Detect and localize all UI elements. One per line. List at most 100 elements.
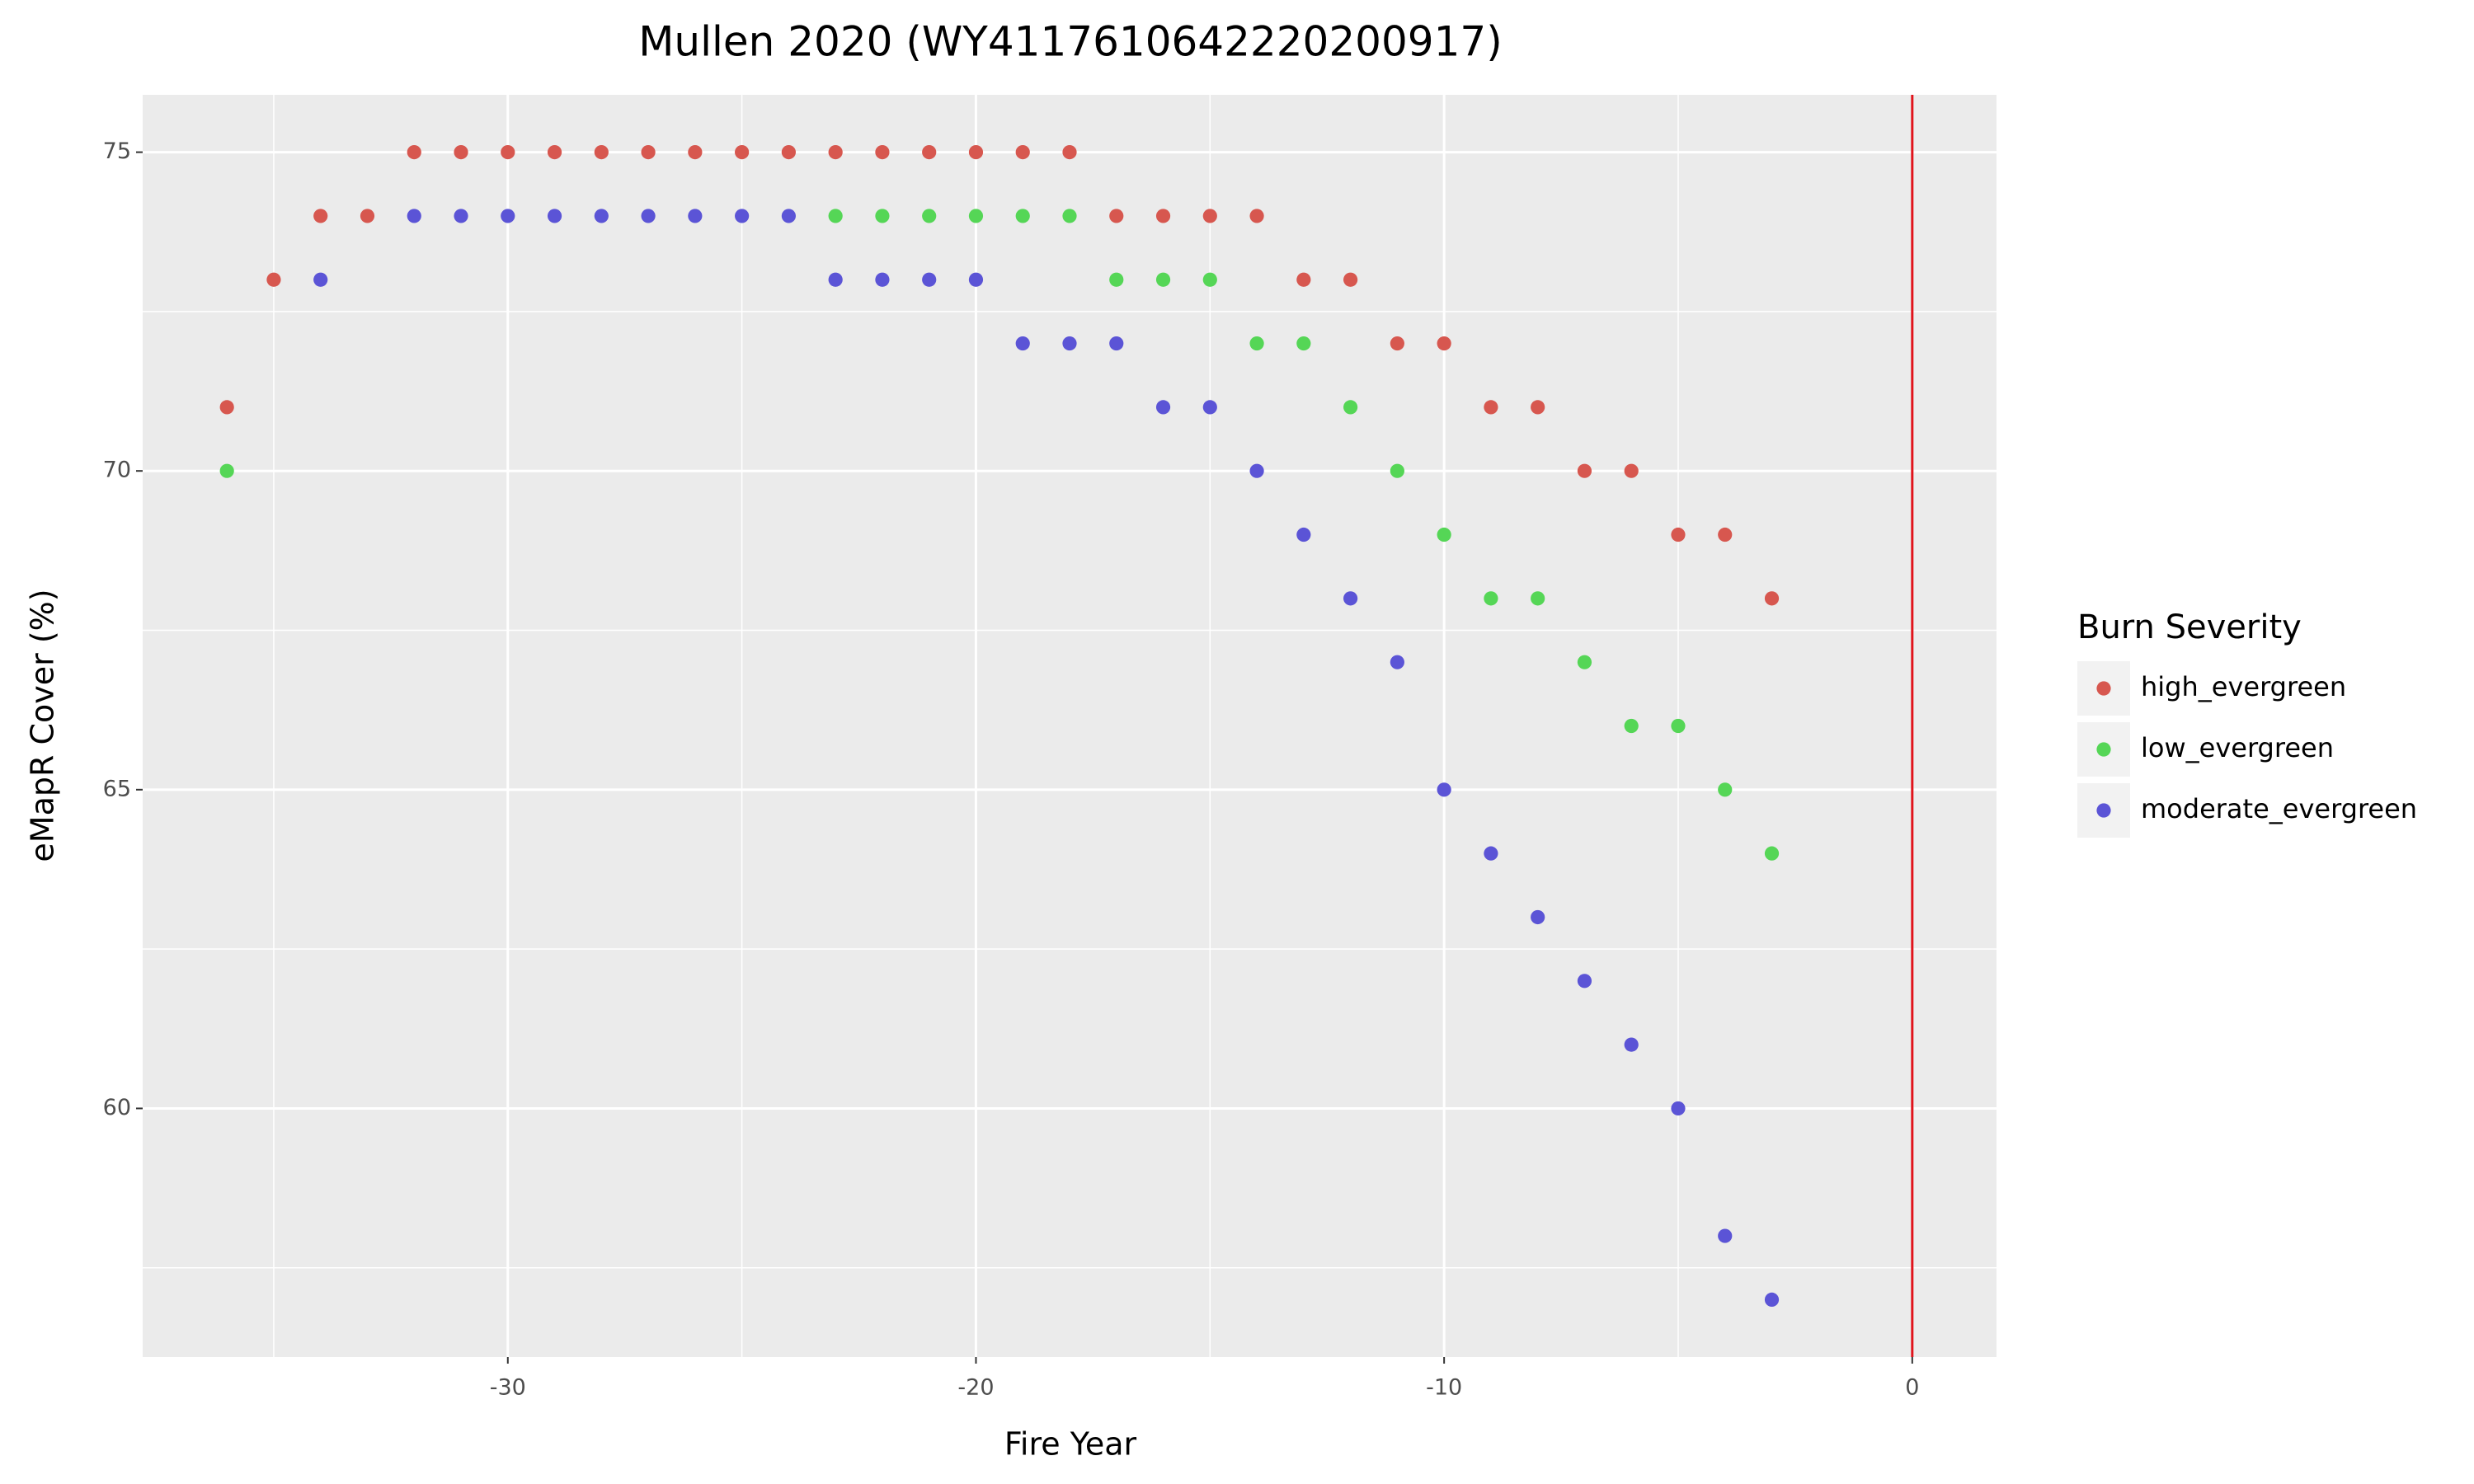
- data-point: [1531, 591, 1545, 606]
- y-axis-title: eMapR Cover (%): [25, 589, 61, 862]
- x-tick-label: 0: [1905, 1375, 1919, 1401]
- data-point: [875, 209, 890, 223]
- data-point: [1249, 336, 1264, 351]
- data-point: [1484, 591, 1498, 606]
- data-point: [594, 144, 609, 160]
- data-point: [1484, 400, 1498, 415]
- data-point: [1718, 527, 1733, 542]
- data-point: [922, 272, 937, 287]
- data-point: [1062, 336, 1077, 351]
- data-point: [1437, 336, 1451, 351]
- data-point: [968, 144, 984, 160]
- data-point: [1062, 209, 1077, 223]
- legend-marker: [2096, 681, 2111, 696]
- data-point: [1015, 209, 1030, 223]
- data-point: [1764, 846, 1780, 861]
- data-point: [828, 144, 843, 160]
- data-point: [1484, 846, 1498, 861]
- data-point: [1155, 272, 1171, 287]
- data-point: [735, 209, 750, 223]
- data-point: [688, 144, 703, 160]
- data-point: [1062, 144, 1077, 160]
- data-point: [313, 272, 328, 287]
- data-point: [641, 144, 656, 160]
- data-point: [1577, 655, 1592, 669]
- data-point: [360, 209, 375, 223]
- legend-label: high_evergreen: [2141, 671, 2346, 702]
- data-point: [1390, 463, 1404, 478]
- data-point: [1390, 336, 1404, 351]
- data-point: [1671, 1101, 1686, 1116]
- data-point: [266, 272, 281, 287]
- data-point: [1202, 272, 1217, 287]
- y-tick-label: 65: [103, 776, 131, 801]
- data-point: [828, 209, 843, 223]
- data-point: [454, 144, 468, 160]
- chart-title: Mullen 2020 (WY4117610642220200917): [638, 18, 1503, 66]
- data-point: [688, 209, 703, 223]
- data-point: [219, 463, 234, 478]
- data-point: [1671, 527, 1686, 542]
- legend-label: moderate_evergreen: [2141, 793, 2417, 824]
- data-point: [1531, 909, 1545, 925]
- y-tick-label: 60: [103, 1095, 131, 1120]
- data-point: [1296, 527, 1311, 542]
- data-point: [875, 144, 890, 160]
- data-point: [501, 209, 515, 223]
- data-point: [407, 209, 421, 223]
- plot-panel: [143, 95, 1997, 1357]
- data-point: [1015, 144, 1030, 160]
- data-point: [454, 209, 468, 223]
- data-point: [1343, 272, 1358, 287]
- x-tick-label: -10: [1426, 1375, 1462, 1401]
- x-axis-title: Fire Year: [1004, 1426, 1137, 1463]
- legend-title: Burn Severity: [2077, 608, 2302, 646]
- data-point: [1671, 718, 1686, 734]
- data-point: [1109, 209, 1124, 223]
- legend-marker: [2096, 803, 2111, 818]
- data-point: [1718, 782, 1733, 797]
- data-point: [1577, 463, 1592, 478]
- data-point: [1390, 655, 1404, 669]
- data-point: [547, 209, 562, 223]
- data-point: [1155, 400, 1171, 415]
- data-point: [1624, 718, 1639, 734]
- data-point: [1437, 527, 1451, 542]
- data-point: [407, 144, 421, 160]
- y-tick-label: 75: [103, 139, 131, 164]
- data-point: [1296, 336, 1311, 351]
- legend-marker: [2096, 742, 2111, 757]
- data-point: [1764, 591, 1780, 606]
- data-point: [1296, 272, 1311, 287]
- data-point: [781, 144, 796, 160]
- data-point: [1437, 782, 1451, 797]
- data-point: [1764, 1292, 1780, 1308]
- data-point: [1202, 209, 1217, 223]
- data-point: [641, 209, 656, 223]
- data-point: [1577, 974, 1592, 989]
- data-point: [547, 144, 562, 160]
- data-point: [1249, 463, 1264, 478]
- data-point: [219, 400, 234, 415]
- data-point: [1624, 463, 1639, 478]
- data-point: [1015, 336, 1030, 351]
- data-point: [1155, 209, 1171, 223]
- data-point: [1202, 400, 1217, 415]
- data-point: [968, 272, 984, 287]
- data-point: [1109, 272, 1124, 287]
- data-point: [922, 209, 937, 223]
- data-point: [594, 209, 609, 223]
- data-point: [828, 272, 843, 287]
- data-point: [1343, 400, 1358, 415]
- data-point: [501, 144, 515, 160]
- data-point: [1531, 400, 1545, 415]
- data-point: [781, 209, 796, 223]
- data-point: [1249, 209, 1264, 223]
- y-tick-label: 70: [103, 458, 131, 483]
- data-point: [313, 209, 328, 223]
- legend-label: low_evergreen: [2141, 732, 2334, 763]
- data-point: [968, 209, 984, 223]
- data-point: [1343, 591, 1358, 606]
- data-point: [1624, 1037, 1639, 1052]
- data-point: [922, 144, 937, 160]
